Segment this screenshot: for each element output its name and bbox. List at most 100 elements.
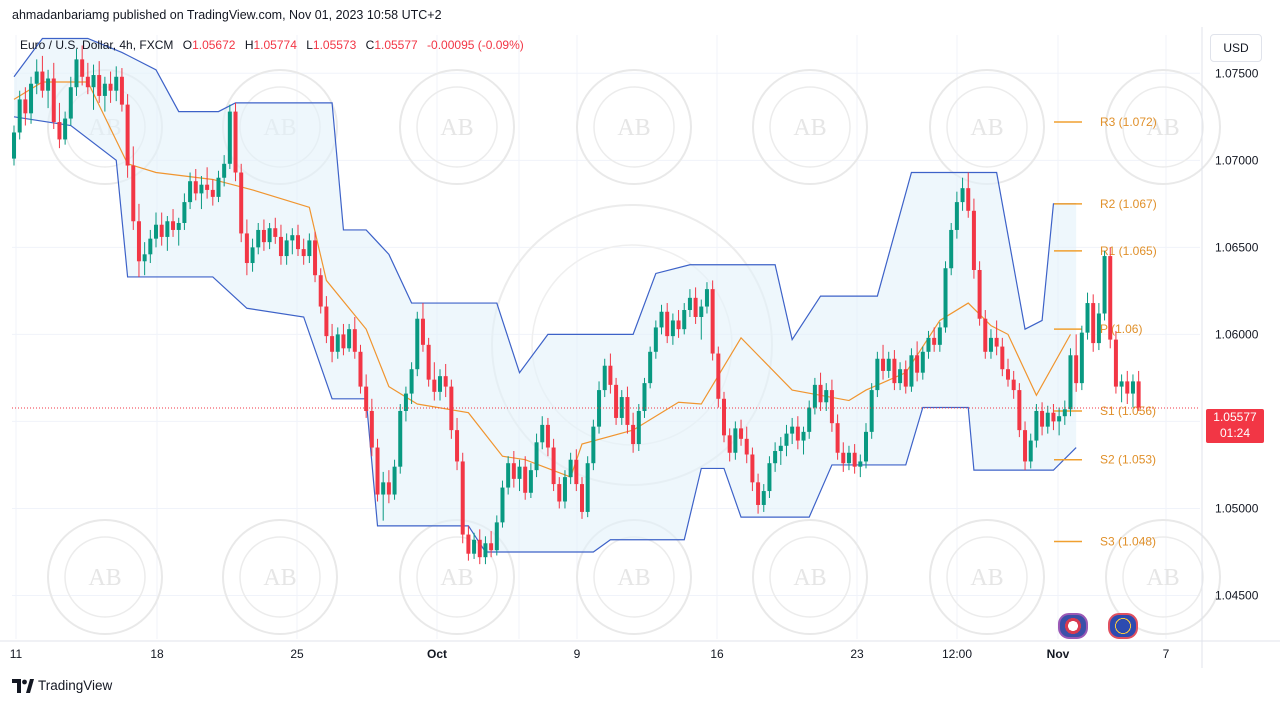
candle[interactable] bbox=[1119, 374, 1124, 403]
candle[interactable] bbox=[943, 261, 948, 333]
candle[interactable] bbox=[483, 536, 488, 565]
candle[interactable] bbox=[1057, 407, 1062, 436]
candle[interactable] bbox=[80, 45, 85, 86]
tradingview-logo-icon[interactable] bbox=[12, 678, 34, 693]
candle[interactable] bbox=[284, 233, 289, 265]
candle[interactable] bbox=[790, 417, 795, 445]
candle[interactable] bbox=[1085, 292, 1090, 340]
candle[interactable] bbox=[1068, 348, 1073, 417]
candle[interactable] bbox=[364, 374, 369, 418]
candle[interactable] bbox=[415, 311, 420, 377]
candle[interactable] bbox=[261, 219, 266, 251]
candle[interactable] bbox=[523, 456, 528, 500]
candle[interactable] bbox=[1113, 330, 1118, 394]
candlestick-chart[interactable]: ABABABABABABABABABABABABABAB R3 (1.072)R… bbox=[0, 27, 1280, 668]
candle[interactable] bbox=[971, 198, 976, 279]
candle[interactable] bbox=[1006, 358, 1010, 387]
candle[interactable] bbox=[296, 224, 300, 257]
candle[interactable] bbox=[983, 310, 988, 359]
candle[interactable] bbox=[557, 477, 562, 509]
candle[interactable] bbox=[733, 421, 738, 460]
candle[interactable] bbox=[426, 337, 431, 387]
candle[interactable] bbox=[119, 68, 124, 112]
us-flag-event-icon[interactable] bbox=[1058, 613, 1088, 639]
candle[interactable] bbox=[199, 175, 204, 210]
candle[interactable] bbox=[182, 193, 187, 230]
candle[interactable] bbox=[1023, 421, 1028, 471]
candle[interactable] bbox=[455, 417, 460, 471]
candle[interactable] bbox=[352, 316, 357, 359]
candle[interactable] bbox=[716, 346, 721, 408]
candle[interactable] bbox=[829, 379, 834, 432]
candle[interactable] bbox=[239, 163, 244, 243]
candle[interactable] bbox=[403, 386, 408, 422]
candle[interactable] bbox=[165, 216, 170, 251]
candle[interactable] bbox=[23, 87, 28, 126]
candle[interactable] bbox=[148, 229, 153, 264]
candle[interactable] bbox=[835, 414, 840, 460]
candle[interactable] bbox=[937, 322, 942, 352]
candle[interactable] bbox=[347, 323, 352, 352]
candle[interactable] bbox=[568, 452, 573, 485]
candle[interactable] bbox=[710, 280, 715, 361]
candle[interactable] bbox=[1045, 405, 1050, 434]
candle[interactable] bbox=[159, 212, 164, 246]
candle[interactable] bbox=[1108, 247, 1113, 349]
candle[interactable] bbox=[40, 55, 45, 98]
candle[interactable] bbox=[318, 268, 323, 314]
candle[interactable] bbox=[392, 459, 397, 500]
candle[interactable] bbox=[267, 222, 272, 250]
candle[interactable] bbox=[1062, 400, 1067, 425]
candle[interactable] bbox=[795, 416, 800, 450]
candle[interactable] bbox=[97, 61, 102, 103]
candle[interactable] bbox=[966, 172, 971, 218]
candle[interactable] bbox=[85, 62, 90, 95]
candle[interactable] bbox=[1011, 370, 1016, 399]
candle[interactable] bbox=[233, 102, 238, 182]
candle[interactable] bbox=[313, 231, 318, 283]
candle[interactable] bbox=[330, 323, 335, 363]
candle[interactable] bbox=[534, 433, 539, 478]
candle[interactable] bbox=[108, 71, 113, 103]
candle[interactable] bbox=[778, 437, 783, 465]
candle[interactable] bbox=[188, 172, 193, 210]
candle[interactable] bbox=[687, 289, 692, 317]
candle[interactable] bbox=[102, 76, 107, 112]
candle[interactable] bbox=[858, 454, 863, 478]
candle[interactable] bbox=[205, 167, 210, 199]
candle[interactable] bbox=[665, 303, 670, 344]
candle[interactable] bbox=[915, 341, 920, 382]
candle[interactable] bbox=[846, 445, 851, 471]
candle[interactable] bbox=[574, 449, 579, 492]
candle[interactable] bbox=[34, 59, 39, 95]
candle[interactable] bbox=[517, 459, 522, 492]
candle[interactable] bbox=[210, 179, 215, 206]
candle[interactable] bbox=[642, 377, 647, 418]
candle[interactable] bbox=[500, 480, 505, 528]
candle[interactable] bbox=[1125, 370, 1130, 405]
candle[interactable] bbox=[614, 377, 619, 425]
candle[interactable] bbox=[812, 377, 817, 415]
candle[interactable] bbox=[699, 299, 704, 340]
candle[interactable] bbox=[494, 515, 499, 556]
candle[interactable] bbox=[744, 426, 749, 464]
candle[interactable] bbox=[602, 358, 607, 398]
candle[interactable] bbox=[256, 222, 261, 255]
candle[interactable] bbox=[51, 62, 56, 129]
candle[interactable] bbox=[909, 348, 914, 392]
eu-flag-event-icon[interactable] bbox=[1108, 613, 1138, 639]
candle[interactable] bbox=[619, 390, 624, 425]
candle[interactable] bbox=[756, 473, 761, 514]
candle[interactable] bbox=[648, 346, 653, 389]
candle[interactable] bbox=[824, 383, 829, 411]
candle[interactable] bbox=[670, 313, 675, 345]
candle[interactable] bbox=[1130, 374, 1135, 408]
candle[interactable] bbox=[608, 353, 613, 394]
candle[interactable] bbox=[784, 424, 789, 457]
candle[interactable] bbox=[17, 90, 22, 140]
candle[interactable] bbox=[511, 451, 516, 488]
candle[interactable] bbox=[932, 327, 937, 352]
candle[interactable] bbox=[489, 531, 494, 558]
candle[interactable] bbox=[369, 398, 374, 457]
candle[interactable] bbox=[841, 442, 846, 472]
